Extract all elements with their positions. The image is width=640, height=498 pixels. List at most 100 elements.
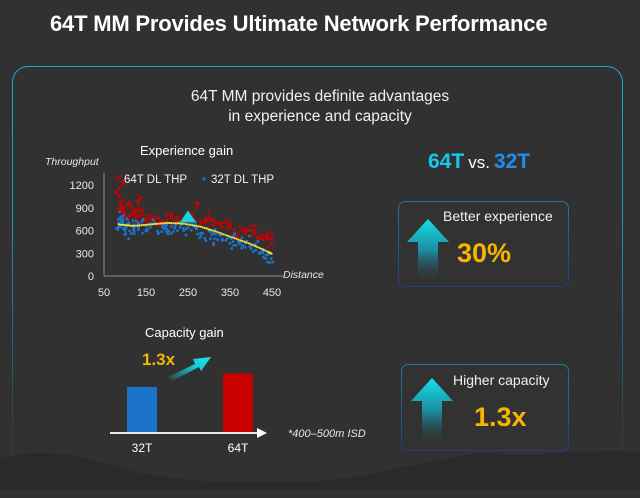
scatter-point <box>165 230 168 234</box>
scatter-point <box>178 217 182 221</box>
trend-point <box>123 223 126 227</box>
up-arrow-icon <box>407 219 449 283</box>
scatter-point <box>270 231 273 234</box>
trend-point <box>163 222 166 225</box>
scatter-point <box>271 260 275 264</box>
scatter-point <box>165 223 169 227</box>
scatter-point <box>210 223 214 227</box>
scatter-point <box>141 209 144 213</box>
scatter-point <box>125 217 129 221</box>
trend-point <box>178 222 181 225</box>
trend-point <box>142 223 145 227</box>
trend-point <box>256 245 259 249</box>
scatter-point <box>223 220 227 224</box>
scatter-point <box>141 231 144 235</box>
scatter-point <box>173 224 177 228</box>
scatter-point <box>136 199 139 203</box>
trend-point <box>233 237 236 240</box>
scatter-point <box>248 224 252 228</box>
scatter-point <box>158 224 162 228</box>
trend-point <box>260 247 263 250</box>
scatter-point <box>141 217 145 221</box>
legend-marker-64t <box>115 177 119 181</box>
scatter-point <box>204 239 208 243</box>
comparison-32t: 32T <box>493 150 531 173</box>
scatter-point <box>218 221 222 224</box>
scatter-point <box>254 248 258 252</box>
scatter-point <box>174 216 178 220</box>
trend-point <box>117 223 120 226</box>
scatter-point <box>162 227 166 231</box>
scatter-point <box>271 234 274 237</box>
scatter-point <box>172 230 175 233</box>
scatter-point <box>251 250 255 254</box>
scatter-point <box>146 227 149 231</box>
scatter-point <box>140 219 144 223</box>
scatter-point <box>129 206 133 210</box>
scatter-point <box>118 210 121 214</box>
x-axis-label: Distance <box>283 269 324 281</box>
scatter-point <box>225 226 229 230</box>
scatter-point <box>196 202 199 206</box>
trend-point <box>144 223 148 226</box>
trend-point <box>241 240 244 243</box>
scatter-point <box>124 227 128 231</box>
scatter-point <box>167 229 171 233</box>
trend-point <box>168 221 171 225</box>
scatter-point <box>243 227 247 231</box>
scatter-point <box>213 220 217 224</box>
scatter-point <box>117 207 120 211</box>
scatter-point <box>150 213 153 217</box>
scatter-point <box>116 192 119 195</box>
trend-point <box>186 223 190 226</box>
x-tick-label: 350 <box>221 287 239 299</box>
x-tick-label: 50 <box>98 287 110 299</box>
trend-point <box>220 232 223 235</box>
legend-label-64t: 64T DL THP <box>124 174 187 186</box>
scatter-point <box>134 212 137 216</box>
trend-point <box>218 231 221 234</box>
scatter-point <box>215 238 219 242</box>
scatter-point <box>236 232 240 235</box>
scatter-point <box>221 226 224 230</box>
scatter-point <box>259 236 263 239</box>
trend-point <box>235 237 238 240</box>
scatter-point <box>227 219 231 223</box>
higher-capacity-value: 1.3x <box>474 402 527 432</box>
trend-point <box>224 234 227 237</box>
trend-point <box>165 221 169 224</box>
scatter-point <box>119 215 123 219</box>
scatter-point <box>226 236 229 240</box>
scatter-point <box>124 215 127 219</box>
scatter-point <box>116 217 120 221</box>
scatter-point <box>169 232 173 235</box>
scatter-point <box>218 233 222 237</box>
scatter-point <box>231 240 235 244</box>
trend-point <box>205 227 208 230</box>
scatter-point <box>153 215 157 218</box>
scatter-point <box>185 227 188 231</box>
scatter-point <box>220 238 224 242</box>
scatter-point <box>228 241 232 245</box>
legend-label-32t: 32T DL THP <box>211 174 274 186</box>
scatter-point <box>168 211 172 215</box>
bar-label: 32T <box>132 441 153 455</box>
higher-capacity-box: Higher capacity 1.3x <box>401 364 569 451</box>
scatter-point <box>270 243 274 247</box>
trend-point <box>157 222 160 225</box>
scatter-point <box>128 229 132 233</box>
trend-point <box>149 223 152 226</box>
scatter-point <box>161 219 165 223</box>
trend-point <box>191 224 194 227</box>
scatter-point <box>214 232 218 236</box>
subtitle-line-2: in experience and capacity <box>228 108 412 125</box>
scatter-point <box>137 203 140 207</box>
scatter-point <box>119 219 123 223</box>
trend-point <box>126 224 129 227</box>
scatter-point <box>184 233 188 237</box>
scatter-point <box>238 225 242 229</box>
trend-point <box>216 230 219 234</box>
trend-point <box>210 228 213 232</box>
